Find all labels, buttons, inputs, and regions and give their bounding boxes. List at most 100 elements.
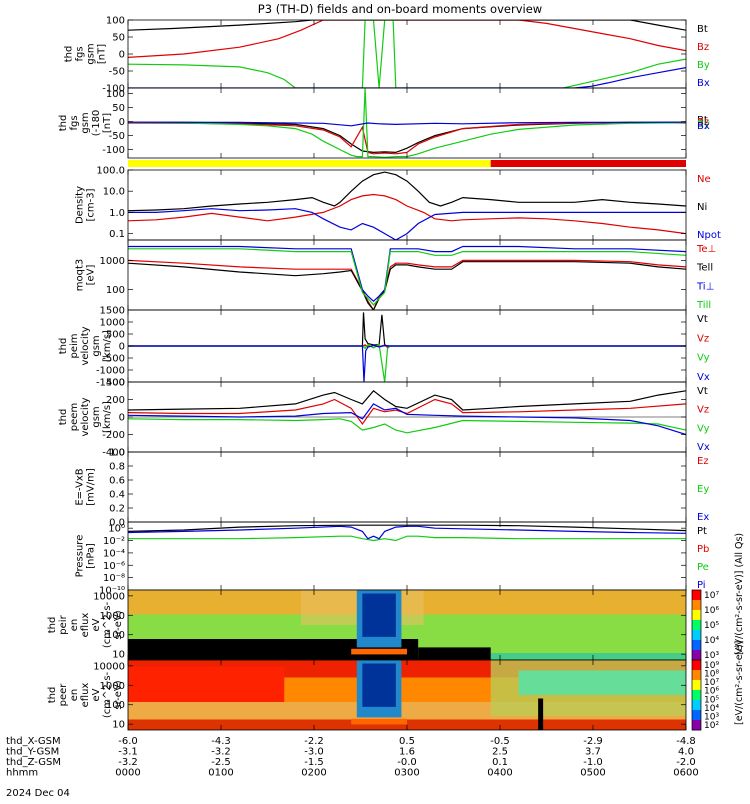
y-axis-label: [cm-3] (86, 188, 97, 221)
y-tick-label: 10 (112, 650, 125, 661)
y-axis-label: velocity (80, 397, 91, 436)
legend-entry-vt: Vt (697, 386, 708, 397)
legend-entry-bt: Bt (697, 24, 708, 35)
legend-entry-ni: Ni (697, 202, 707, 213)
legend-entry-vy: Vy (697, 423, 710, 434)
x-tick-label: -1.5 (304, 757, 324, 768)
series-line-te⊥ (128, 259, 686, 310)
x-tick-label: 1.6 (399, 747, 415, 758)
x-axis-labels: thd_X-GSM -6.0 -4.3 -2.2 0.5 -0.5 -2.9 -4.8 thd_… (6, 736, 699, 779)
series-line-pe (128, 535, 686, 542)
y-axis-label: thd (64, 46, 75, 63)
x-tick-label: -3.1 (118, 747, 138, 758)
x-tick-label: 2.5 (492, 747, 508, 758)
y-tick-label: -50 (109, 67, 125, 78)
colorbar-tick-label: 10⁴ (704, 636, 719, 646)
y-tick-label: -50 (109, 131, 125, 142)
y-axis-label: thd (58, 409, 69, 426)
y-tick-label: 50 (112, 33, 125, 44)
colorbar-2: 10⁹10⁸10⁷10⁶10⁵10⁴10³10²[eV/(cm²-s-sr-eV… (691, 641, 745, 731)
y-axis-label: gsm (91, 406, 102, 427)
colorbar-tick-label: 10⁴ (704, 704, 719, 714)
y-tick-label: 0 (119, 117, 125, 128)
y-tick-label: 1500 (100, 306, 125, 317)
y-axis-label: [km/s] (102, 401, 113, 433)
y-axis-label: [nT] (102, 113, 113, 133)
spectrogram-2 (128, 660, 686, 730)
y-axis-label: gsm (80, 112, 91, 133)
legend-entry-pe: Pe (697, 562, 709, 573)
y-tick-label: 50 (112, 103, 125, 114)
x-tick-label: -1.0 (583, 757, 603, 768)
y-axis-label: [nPa] (86, 543, 97, 569)
y-axis-label: eflux (80, 613, 91, 638)
y-axis-label: peem (69, 403, 80, 431)
legend-entry-bz: Bz (697, 42, 709, 53)
y-tick-label: 10⁰ (108, 524, 125, 535)
colorbar-tick-label: 10³ (704, 651, 719, 661)
y-tick-label: 10⁻² (103, 536, 125, 547)
series-line-bx (128, 67, 686, 88)
series-line-vy (128, 418, 686, 434)
x-tick-label: -3.0 (304, 747, 324, 758)
colorbar-tick-label: 10⁹ (704, 661, 719, 671)
y-axis-label: [eV] (86, 265, 97, 286)
x-tick-label: 0500 (580, 768, 605, 779)
y-tick-label: 10.0 (103, 187, 125, 198)
series-line-tell (128, 261, 686, 310)
y-tick-label: 0 (119, 342, 125, 353)
y-axis-label: (cm^2-s- (102, 601, 113, 648)
y-axis-label: Pressure (75, 535, 86, 578)
series-line-bz (128, 121, 686, 155)
x-tick-label: 0400 (487, 768, 512, 779)
y-tick-label: 10 (112, 720, 125, 731)
y-axis-label: thd (47, 617, 58, 634)
y-axis-label: eflux (80, 683, 91, 708)
colorbar-tick-label: 10⁷ (704, 591, 719, 601)
legend-entry-vx: Vx (697, 372, 710, 383)
legend-entry-npot: Npot (697, 230, 721, 241)
plot-title: P3 (TH-D) fields and on-board moments ov… (258, 2, 542, 16)
y-axis-label: eV (91, 618, 102, 631)
x-tick-label: -3.2 (211, 747, 231, 758)
colorbar-tick-label: 10⁵ (704, 695, 719, 705)
y-axis-label: (-180 (91, 110, 102, 137)
y-tick-label: 1.0 (109, 448, 125, 459)
y-axis-label: en (69, 689, 80, 702)
y-tick-label: -500 (102, 354, 125, 365)
series-line-ne (128, 193, 686, 235)
legend-entry-ey: Ey (697, 484, 709, 495)
legend-entry-ez: Ez (697, 456, 709, 467)
series-line-ti⊥ (128, 245, 686, 303)
series-line-vz (128, 398, 686, 426)
y-axis-label: fgs (75, 46, 86, 61)
x-row-label: thd_Y-GSM (6, 747, 59, 758)
legend-entry-by: By (697, 60, 710, 71)
legend-entry-ti⊥: Ti⊥ (696, 281, 714, 292)
series-line-vt (128, 389, 686, 411)
legend-entry-bx: Bx (697, 78, 710, 89)
colorbar-tick-label: 10⁵ (704, 621, 719, 631)
y-tick-label: 100.0 (96, 166, 125, 177)
y-axis-label: gsm (91, 335, 102, 356)
legend-entry-vy: Vy (697, 353, 710, 364)
y-tick-label: -100 (102, 145, 125, 156)
y-tick-label: 0.1 (109, 229, 125, 240)
y-tick-label: -200 (102, 430, 125, 441)
x-tick-label: 0600 (673, 768, 698, 779)
status-segment (128, 160, 491, 167)
legend-entry-bz: Bz (697, 117, 709, 128)
y-axis-label: thd (58, 115, 69, 132)
y-tick-label: 100 (106, 89, 125, 100)
colorbar-tick-label: 10² (704, 721, 719, 731)
y-tick-label: 0.8 (109, 462, 125, 473)
legend-entry-bx: Bx (697, 121, 710, 132)
y-tick-label: 100 (106, 16, 125, 27)
y-tick-label: -400 (102, 448, 125, 459)
x-tick-label: 4.0 (678, 747, 694, 758)
legend-entry-ex: Ex (697, 512, 709, 523)
y-axis-label: moqt3 (75, 259, 86, 292)
colorbar-tick-label: 10⁸ (704, 670, 719, 680)
